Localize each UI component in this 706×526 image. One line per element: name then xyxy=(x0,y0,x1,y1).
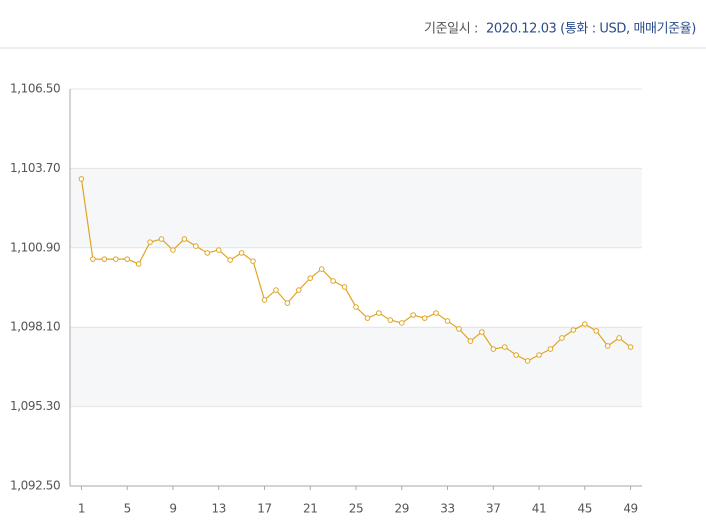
data-point xyxy=(536,352,542,358)
data-point xyxy=(147,239,153,245)
x-tick-label: 21 xyxy=(303,502,317,516)
data-point xyxy=(158,236,165,242)
data-point xyxy=(124,256,130,262)
data-point xyxy=(421,315,428,321)
y-tick-label: 1,103.70 xyxy=(10,161,60,175)
y-tick-label: 1,098.10 xyxy=(10,320,60,334)
data-point xyxy=(627,344,634,350)
data-point xyxy=(341,284,348,290)
y-tick-label: 1,100.90 xyxy=(10,240,60,254)
data-point xyxy=(307,275,314,281)
x-tick-label: 49 xyxy=(623,502,637,516)
x-tick-label: 29 xyxy=(395,502,409,516)
data-point xyxy=(467,338,474,344)
data-point xyxy=(376,310,382,316)
x-tick-label: 13 xyxy=(211,502,225,516)
x-tick-label: 33 xyxy=(440,502,454,516)
data-point xyxy=(227,257,233,263)
data-point xyxy=(444,318,451,324)
data-point xyxy=(410,312,417,318)
data-point xyxy=(78,176,85,182)
data-point xyxy=(616,335,622,341)
data-point xyxy=(193,243,199,249)
y-tick-label: 1,092.50 xyxy=(10,479,60,493)
data-point xyxy=(353,304,359,310)
x-tick-label: 45 xyxy=(578,502,592,516)
data-point xyxy=(479,329,485,335)
data-point xyxy=(318,266,325,272)
data-point xyxy=(284,300,291,306)
x-tick-label: 5 xyxy=(124,502,131,516)
data-point xyxy=(490,346,497,352)
data-point xyxy=(570,327,577,333)
data-point xyxy=(330,278,336,284)
data-point xyxy=(559,335,565,341)
data-point xyxy=(204,250,211,256)
date-label: 기준일시 : xyxy=(424,22,478,37)
x-tick-label: 37 xyxy=(486,502,500,516)
data-point xyxy=(501,344,508,350)
data-point xyxy=(170,247,176,253)
data-point xyxy=(250,258,256,264)
data-point xyxy=(387,317,394,323)
x-tick-label: 25 xyxy=(349,502,363,516)
data-point xyxy=(181,236,188,242)
data-point xyxy=(604,343,611,349)
y-tick-label: 1,095.30 xyxy=(10,399,60,413)
date-value: 2020.12.03 (통화 : USD, 매매기준율) xyxy=(486,22,696,37)
data-point xyxy=(398,320,405,326)
data-point xyxy=(135,261,142,267)
data-point xyxy=(101,256,108,262)
data-point xyxy=(547,346,554,352)
data-point xyxy=(513,352,519,358)
data-point xyxy=(296,287,302,293)
y-tick-label: 1,106.50 xyxy=(10,82,60,96)
data-point xyxy=(261,297,268,303)
data-point xyxy=(238,250,245,256)
x-tick-label: 1 xyxy=(78,502,85,516)
data-point xyxy=(215,247,222,253)
data-point xyxy=(582,321,588,327)
x-tick-label: 41 xyxy=(532,502,546,516)
data-point xyxy=(112,256,119,262)
data-point xyxy=(273,287,279,293)
x-tick-label: 9 xyxy=(169,502,176,516)
data-point xyxy=(456,326,462,332)
data-point xyxy=(433,310,439,316)
data-point xyxy=(524,358,531,364)
data-point xyxy=(364,315,371,321)
data-point xyxy=(90,256,96,262)
x-tick-label: 17 xyxy=(257,502,271,516)
grid-band xyxy=(70,168,642,248)
grid-band xyxy=(70,327,642,407)
data-point xyxy=(593,328,600,334)
